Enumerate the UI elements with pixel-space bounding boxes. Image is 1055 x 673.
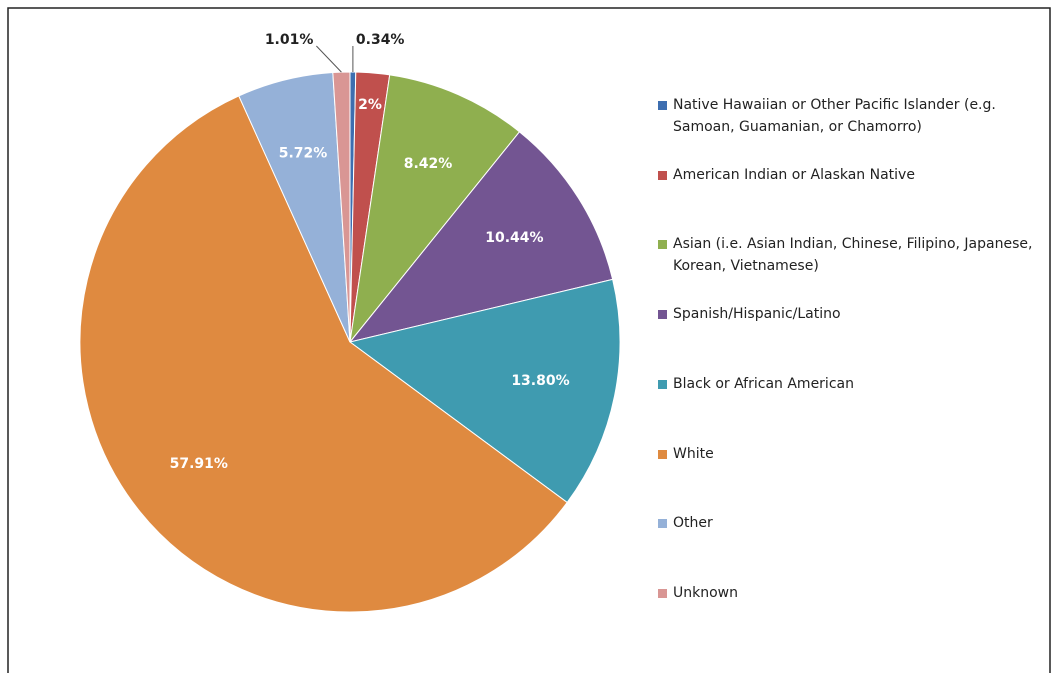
legend-item: American Indian or Alaskan Native (658, 164, 1038, 186)
pie-slice (348, 131, 614, 343)
legend-item: Spanish/Hispanic/Latino (658, 303, 1038, 325)
pie-slice (79, 95, 568, 613)
legend-item: Other (658, 512, 1038, 534)
pie-slice (349, 74, 521, 344)
data-label: 57.91% (170, 456, 228, 472)
frame (7, 7, 1051, 673)
legend-label: American Indian or Alaskan Native (673, 166, 915, 183)
data-label: 2% (358, 97, 382, 113)
data-label: 10.44% (485, 230, 543, 246)
legend-label: White (673, 445, 714, 462)
pie-slice (348, 278, 621, 504)
legend-label: Unknown (673, 584, 738, 601)
legend-swatch (658, 240, 667, 250)
data-label: 0.34% (356, 32, 405, 48)
legend-label: Other (673, 515, 713, 532)
legend-swatch (658, 588, 667, 598)
data-label: 8.42% (404, 156, 453, 172)
legend-swatch (658, 379, 667, 389)
legend-item: Asian (i.e. Asian Indian, Chinese, Filip… (658, 233, 1038, 277)
legend-item: White (658, 443, 1038, 465)
legend-swatch (658, 449, 667, 459)
legend-swatch (658, 519, 667, 529)
legend-label: Native Hawaiian or Other Pacific Islande… (673, 97, 996, 135)
legend-item: Native Hawaiian or Other Pacific Islande… (658, 94, 1038, 138)
legend-swatch (658, 170, 667, 180)
data-label: 13.80% (511, 373, 569, 389)
data-label: 1.01% (265, 32, 314, 48)
legend-item: Black or African American (658, 373, 1038, 395)
data-label: 5.72% (279, 145, 328, 161)
legend-item: Unknown (658, 582, 1038, 604)
leader-line (316, 45, 342, 73)
legend-label: Spanish/Hispanic/Latino (673, 306, 841, 323)
legend-swatch (658, 310, 667, 320)
legend-label: Black or African American (673, 375, 854, 392)
legend-label: Asian (i.e. Asian Indian, Chinese, Filip… (673, 236, 1033, 275)
legend-swatch (658, 101, 667, 110)
